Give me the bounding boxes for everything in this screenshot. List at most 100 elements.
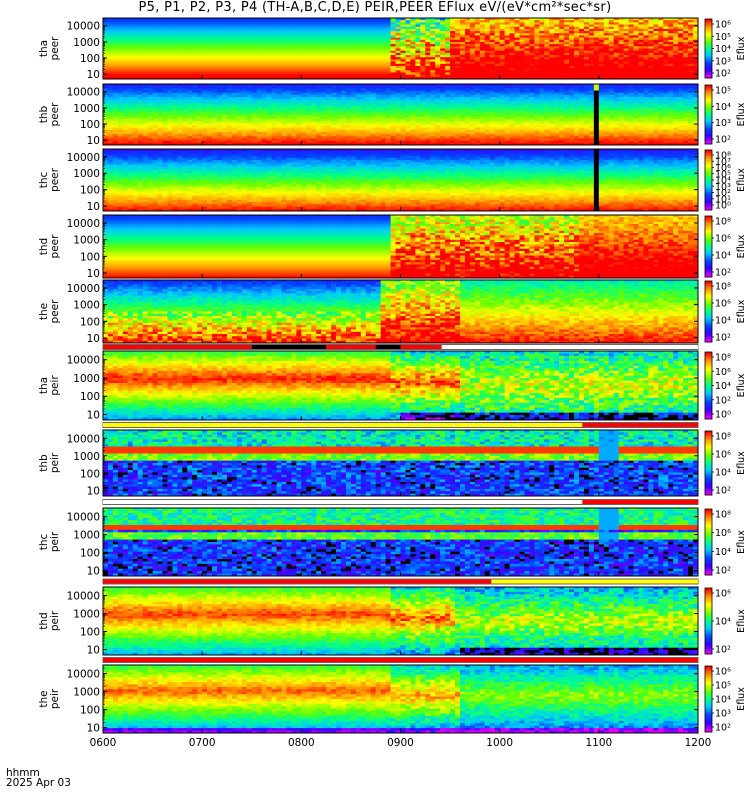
heatmap-cell bbox=[355, 68, 362, 71]
heatmap-cell bbox=[455, 63, 461, 67]
heatmap-cell bbox=[430, 76, 436, 80]
heatmap-cell bbox=[445, 44, 451, 47]
heatmap-cell bbox=[484, 59, 491, 62]
colorbar-tick-label: 10⁵ bbox=[715, 32, 731, 43]
heatmap-cell bbox=[405, 76, 411, 80]
heatmap-cell bbox=[217, 39, 223, 43]
heatmap-cell bbox=[455, 24, 461, 28]
heatmap-cell bbox=[222, 70, 228, 73]
heatmap-cell bbox=[202, 76, 208, 80]
heatmap-cell bbox=[445, 46, 451, 49]
heatmap-cell bbox=[479, 37, 486, 41]
heatmap-cell bbox=[142, 55, 149, 58]
heatmap-cell bbox=[360, 48, 367, 52]
heatmap-cell bbox=[405, 59, 411, 62]
heatmap-cell bbox=[311, 41, 317, 45]
heatmap-cell bbox=[246, 28, 253, 32]
heatmap-cell bbox=[355, 35, 362, 39]
heatmap-cell bbox=[296, 74, 302, 78]
heatmap-cell bbox=[489, 57, 496, 60]
heatmap-cell bbox=[281, 22, 287, 25]
heatmap-cell bbox=[440, 20, 446, 23]
heatmap-cell bbox=[514, 20, 520, 23]
heatmap-cell bbox=[177, 72, 183, 76]
heatmap-cell bbox=[103, 57, 109, 60]
heatmap-cell bbox=[231, 57, 238, 60]
heatmap-cell bbox=[425, 48, 431, 52]
heatmap-cell bbox=[345, 55, 352, 58]
heatmap-cell bbox=[479, 50, 486, 54]
heatmap-cell bbox=[152, 22, 158, 25]
heatmap-cell bbox=[484, 68, 491, 71]
heatmap-cell bbox=[152, 18, 158, 21]
heatmap-cell bbox=[420, 61, 426, 65]
heatmap-cell bbox=[484, 18, 491, 21]
heatmap-cell bbox=[142, 37, 149, 41]
heatmap-cell bbox=[296, 39, 302, 43]
heatmap-cell bbox=[370, 26, 377, 30]
heatmap-cell bbox=[494, 57, 501, 60]
heatmap-cell bbox=[266, 59, 272, 62]
heatmap-cell bbox=[450, 39, 456, 43]
heatmap-cell bbox=[336, 44, 342, 47]
heatmap-cell bbox=[271, 72, 277, 76]
heatmap-cell bbox=[286, 61, 292, 65]
heatmap-cell bbox=[355, 65, 362, 69]
heatmap-cell bbox=[112, 41, 119, 45]
heatmap-cell bbox=[132, 65, 139, 69]
heatmap-cell bbox=[117, 37, 124, 41]
heatmap-cell bbox=[112, 52, 119, 56]
heatmap-cell bbox=[321, 22, 327, 25]
heatmap-cell bbox=[231, 37, 238, 41]
heatmap-cell bbox=[286, 50, 292, 54]
heatmap-cell bbox=[360, 61, 367, 65]
heatmap-cell bbox=[207, 52, 213, 56]
heatmap-cell bbox=[380, 50, 387, 54]
heatmap-cell bbox=[425, 41, 431, 45]
heatmap-cell bbox=[296, 41, 302, 45]
heatmap-cell bbox=[336, 22, 342, 25]
heatmap-cell bbox=[167, 37, 173, 41]
heatmap-cell bbox=[365, 57, 372, 60]
heatmap-cell bbox=[464, 50, 471, 54]
heatmap-cell bbox=[484, 31, 491, 34]
heatmap-cell bbox=[395, 20, 401, 23]
heatmap-cell bbox=[336, 28, 342, 32]
heatmap-cell bbox=[217, 44, 223, 47]
heatmap-cell bbox=[291, 52, 297, 56]
heatmap-cell bbox=[301, 57, 307, 60]
heatmap-cell bbox=[479, 24, 486, 28]
heatmap-cell bbox=[192, 44, 198, 47]
heatmap-cell bbox=[251, 65, 258, 69]
heatmap-cell bbox=[132, 26, 139, 30]
heatmap-cell bbox=[385, 26, 391, 30]
heatmap-cell bbox=[435, 26, 441, 30]
heatmap-cell bbox=[355, 52, 362, 56]
heatmap-cell bbox=[450, 18, 456, 21]
heatmap-cell bbox=[261, 74, 268, 78]
heatmap-cell bbox=[420, 22, 426, 25]
heatmap-cell bbox=[499, 63, 506, 67]
heatmap-cell bbox=[281, 37, 287, 41]
heatmap-cell bbox=[112, 48, 119, 52]
heatmap-cell bbox=[202, 55, 208, 58]
heatmap-cell bbox=[350, 74, 357, 78]
heatmap-cell bbox=[360, 31, 367, 34]
heatmap-cell bbox=[430, 70, 436, 73]
heatmap-cell bbox=[469, 55, 476, 58]
heatmap-cell bbox=[172, 65, 178, 69]
heatmap-cell bbox=[455, 57, 461, 60]
heatmap-cell bbox=[271, 59, 277, 62]
heatmap-cell bbox=[375, 59, 382, 62]
heatmap-cell bbox=[256, 37, 263, 41]
heatmap-cell bbox=[107, 28, 114, 32]
heatmap-cell bbox=[182, 20, 188, 23]
heatmap-cell bbox=[291, 18, 297, 21]
heatmap-cell bbox=[430, 41, 436, 45]
heatmap-cell bbox=[415, 31, 421, 34]
heatmap-cell bbox=[316, 28, 322, 32]
heatmap-cell bbox=[509, 26, 515, 30]
heatmap-cell bbox=[226, 20, 233, 23]
heatmap-cell bbox=[187, 28, 193, 32]
heatmap-cell bbox=[425, 68, 431, 71]
